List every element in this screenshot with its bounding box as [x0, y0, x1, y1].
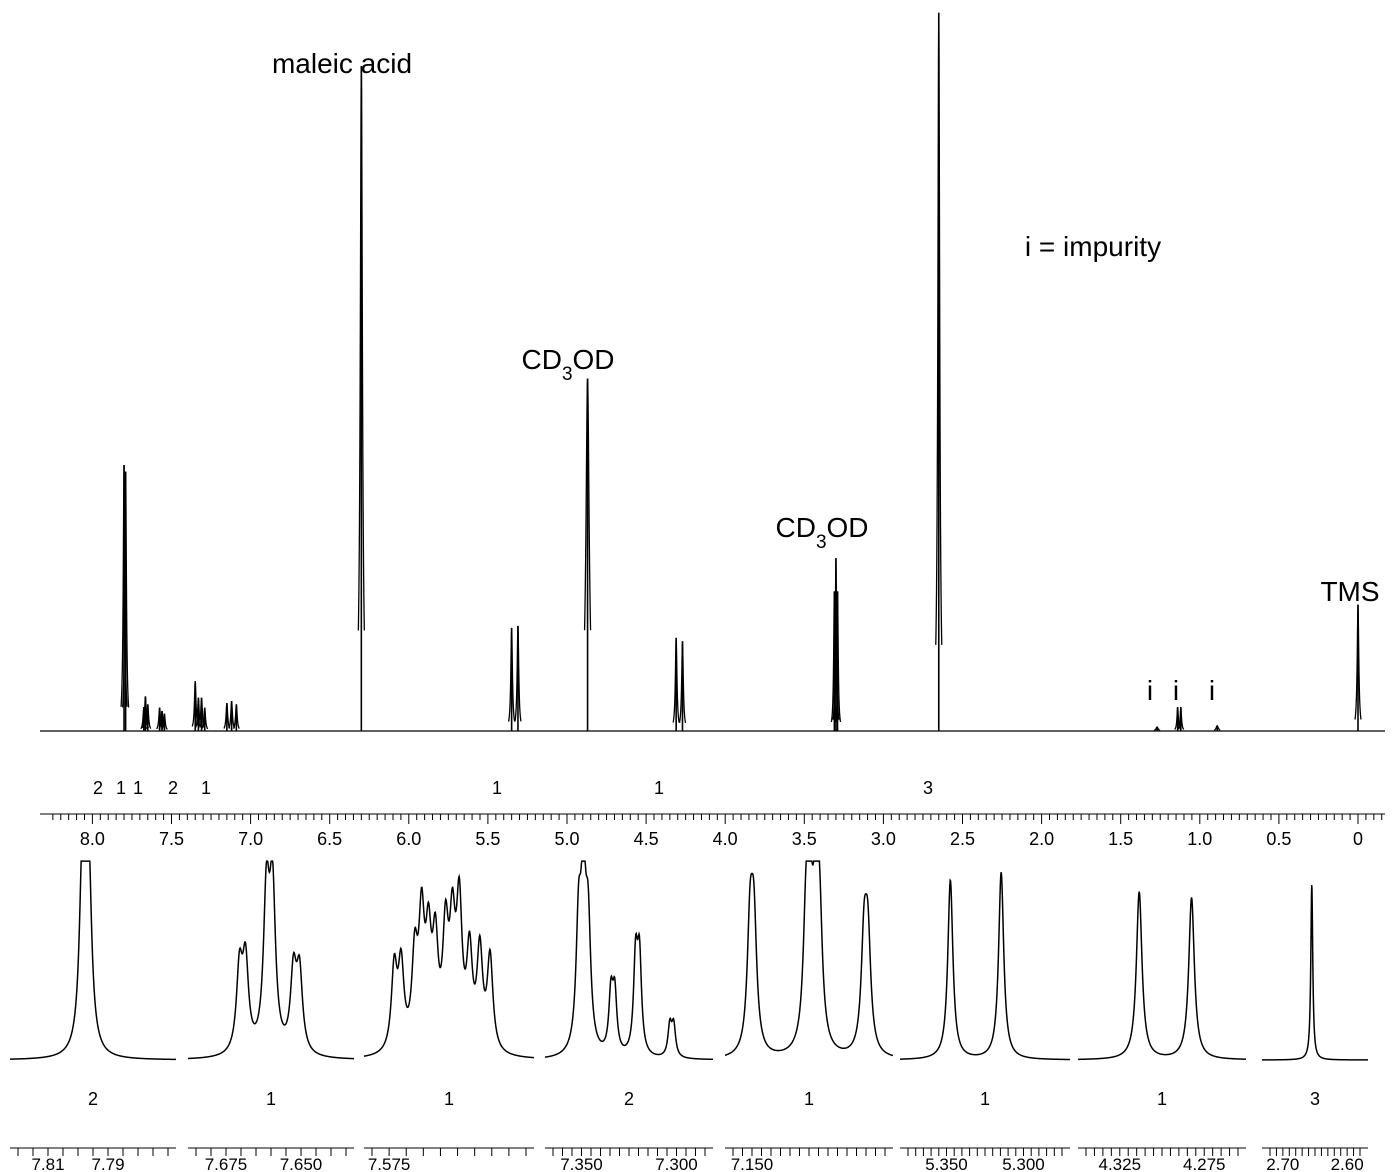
- inset-integral: 1: [444, 1089, 454, 1109]
- inset-spectrum-trace: [187, 860, 355, 1060]
- integral-value: 1: [654, 778, 664, 798]
- inset-panel: 1 7.150: [724, 860, 894, 1172]
- inset-tick-label: 2.60: [1331, 1155, 1364, 1172]
- inset-integral: 1: [980, 1089, 990, 1109]
- main-spectrum: [40, 12, 1385, 732]
- axis-tick-label: 2.5: [950, 829, 975, 849]
- inset-tick-label: 7.575: [368, 1155, 411, 1172]
- axis-tick-label: 2.0: [1029, 829, 1054, 849]
- axis-tick-label: 4.0: [713, 829, 738, 849]
- inset-integral: 2: [624, 1089, 634, 1109]
- inset-spectrum-trace: [1261, 885, 1369, 1061]
- axis-tick-label: 4.5: [634, 829, 659, 849]
- axis-tick-label: 7.0: [238, 829, 263, 849]
- inset-spectrum-trace: [724, 860, 894, 1057]
- peak-annotation: CD3OD: [521, 344, 614, 385]
- impurity-marker: i: [1209, 675, 1215, 706]
- integral-value: 3: [923, 778, 933, 798]
- integral-value: 2: [168, 778, 178, 798]
- axis-tick-label: 6.5: [317, 829, 342, 849]
- inset-tick-label: 7.150: [731, 1155, 774, 1172]
- inset-tick-label: 7.300: [655, 1155, 698, 1172]
- integral-value: 1: [492, 778, 502, 798]
- inset-spectrum-trace: [1077, 891, 1247, 1061]
- integral-value: 1: [133, 778, 143, 798]
- inset-spectrum-trace: [899, 872, 1071, 1061]
- axis-tick-label: 3.0: [871, 829, 896, 849]
- main-x-axis: 8.0 7.5 7.0 6.5 6.0 5.5 5.0 4.5 4.0 3.5 3.0 2.5 2.0 1…: [40, 813, 1385, 849]
- inset-panel: 3 2.70 2.60: [1261, 885, 1369, 1172]
- inset-panel: 1 7.675 7.650: [187, 860, 355, 1172]
- inset-tick-label: 2.70: [1266, 1155, 1299, 1172]
- expanded-insets: 2 7.81 7.79 1 7.675 7.650 1 7.575 2 7.350 7.300 1 7.…: [9, 860, 1369, 1172]
- axis-tick-label: 1.5: [1108, 829, 1133, 849]
- inset-tick-label: 7.350: [560, 1155, 603, 1172]
- inset-panel: 1 4.325 4.275: [1077, 891, 1247, 1172]
- inset-panel: 1 7.575: [363, 873, 535, 1172]
- inset-integral: 1: [266, 1089, 276, 1109]
- inset-spectrum-trace: [363, 873, 535, 1059]
- integral-value: 1: [201, 778, 211, 798]
- inset-tick-label: 4.275: [1183, 1155, 1226, 1172]
- inset-spectrum-trace: [544, 860, 714, 1061]
- impurity-marker: i: [1173, 675, 1179, 706]
- peak-annotation: CD3OD: [775, 512, 868, 553]
- axis-tick-label: 8.0: [80, 829, 105, 849]
- inset-tick-label: 7.81: [31, 1155, 64, 1172]
- inset-panel: 2 7.350 7.300: [544, 860, 714, 1172]
- integral-value: 1: [116, 778, 126, 798]
- axis-tick-label: 3.5: [792, 829, 817, 849]
- inset-tick-label: 7.650: [280, 1155, 323, 1172]
- inset-spectrum-trace: [9, 860, 177, 1061]
- inset-integral: 1: [1157, 1089, 1167, 1109]
- inset-tick-label: 5.300: [1002, 1155, 1045, 1172]
- inset-panel: 2 7.81 7.79: [9, 860, 177, 1172]
- inset-tick-label: 5.350: [925, 1155, 968, 1172]
- axis-tick-label: 6.0: [396, 829, 421, 849]
- inset-integral: 3: [1310, 1089, 1320, 1109]
- peak-annotation: i = impurity: [1025, 231, 1161, 262]
- inset-integral: 1: [804, 1089, 814, 1109]
- peak-annotation: maleic acid: [272, 48, 412, 79]
- axis-tick-label: 1.0: [1187, 829, 1212, 849]
- axis-tick-label: 5.0: [554, 829, 579, 849]
- axis-tick-label: 7.5: [159, 829, 184, 849]
- inset-tick-label: 7.79: [91, 1155, 124, 1172]
- impurity-marker: i: [1147, 675, 1153, 706]
- axis-tick-label: 0: [1353, 829, 1363, 849]
- peak-annotation: TMS: [1320, 576, 1379, 607]
- inset-panel: 1 5.350 5.300: [899, 872, 1071, 1172]
- inset-integral: 2: [88, 1089, 98, 1109]
- integral-value: 2: [93, 778, 103, 798]
- inset-tick-label: 7.675: [205, 1155, 248, 1172]
- spectrum-peak: [507, 627, 516, 722]
- inset-tick-label: 4.325: [1099, 1155, 1142, 1172]
- axis-tick-label: 5.5: [475, 829, 500, 849]
- axis-tick-label: 0.5: [1266, 829, 1291, 849]
